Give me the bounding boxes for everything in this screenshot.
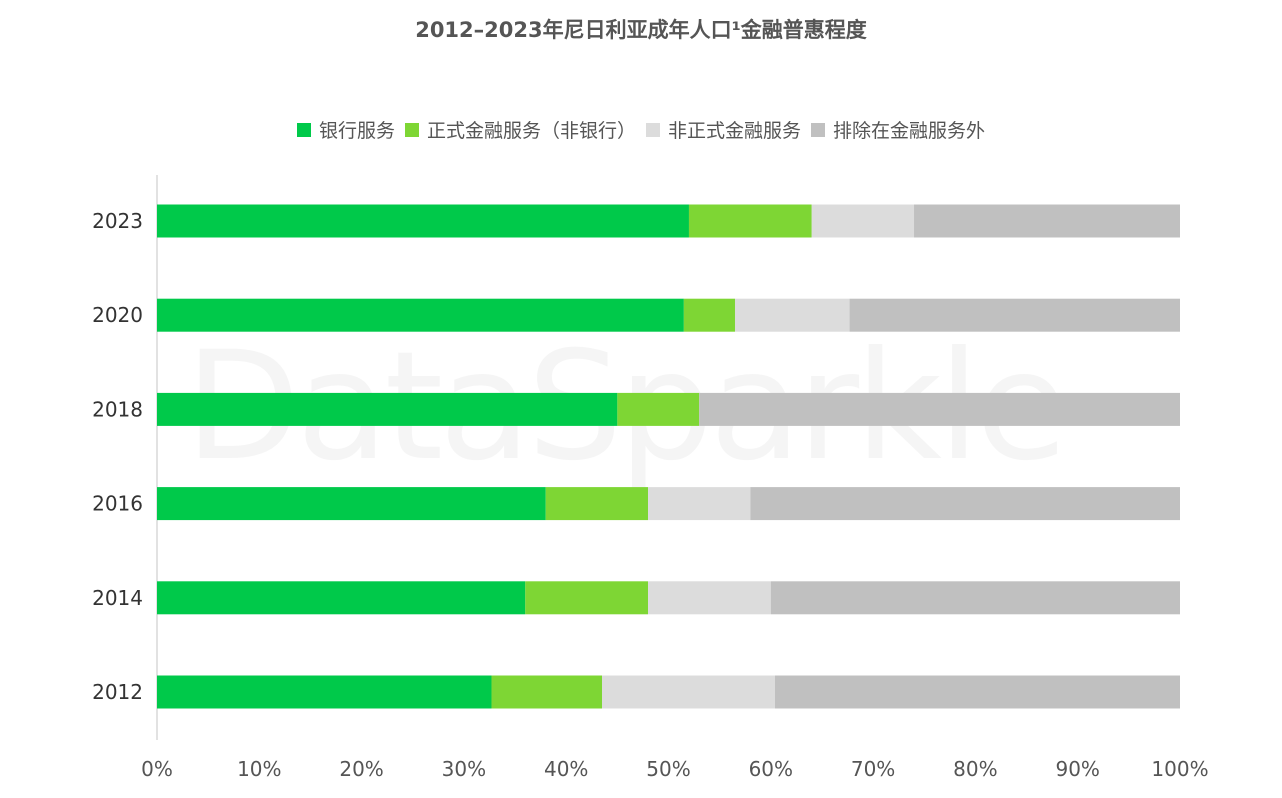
x-tick-label-0: 0% (141, 757, 173, 781)
bar-segment-2023-series-1 (688, 204, 812, 238)
bar-segment-2020-series-2 (734, 298, 850, 332)
bar-segment-2020-series-3 (849, 298, 1180, 332)
x-tick-label-10: 100% (1151, 757, 1208, 781)
bar-segment-2023-series-2 (811, 204, 915, 238)
bar-segment-2014-series-0 (157, 581, 526, 615)
x-tick-label-5: 50% (646, 757, 690, 781)
bar-segment-2012-series-3 (774, 675, 1180, 709)
bar-segment-2012-series-0 (157, 675, 492, 709)
x-tick-label-6: 60% (749, 757, 793, 781)
legend-label-bank: 银行服务 (318, 120, 395, 142)
legend-label-excluded: 排除在金融服务外 (833, 120, 986, 142)
bar-segment-2020-series-1 (683, 298, 735, 332)
bar-segment-2016-series-0 (157, 487, 546, 521)
bar-segment-2014-series-2 (648, 581, 771, 615)
legend-item-bank: 银行服务 (296, 116, 395, 143)
legend-label-informal: 非正式金融服务 (668, 120, 802, 142)
x-tick-label-9: 90% (1055, 757, 1099, 781)
x-tick-label-3: 30% (442, 757, 486, 781)
legend-swatch-bank (296, 122, 311, 137)
legend-swatch-informal (646, 122, 660, 137)
y-tick-label-2020: 2020 (92, 303, 143, 327)
legend-item-excluded: 排除在金融服务外 (811, 116, 985, 143)
x-tick-label-4: 40% (544, 757, 588, 781)
legend-swatch-formal-nonbank (404, 122, 419, 137)
bar-segment-2012-series-1 (491, 675, 603, 709)
chart-title: 2012–2023年尼日利亚成年人口¹金融普惠程度 (415, 18, 867, 42)
bar-segment-2020-series-0 (157, 298, 684, 332)
y-tick-label-2018: 2018 (92, 397, 143, 421)
legend-item-formal-nonbank: 正式金融服务（非银行） (404, 116, 636, 143)
bar-segment-2014-series-1 (525, 581, 649, 615)
bar-segment-2023-series-0 (157, 204, 689, 238)
x-tick-label-7: 70% (851, 757, 895, 781)
bar-segment-2018-series-3 (699, 392, 1180, 426)
y-tick-label-2016: 2016 (92, 492, 143, 516)
x-tick-label-1: 10% (237, 757, 281, 781)
bar-segment-2016-series-1 (545, 487, 649, 521)
y-tick-label-2014: 2014 (92, 586, 143, 610)
y-tick-label-2023: 2023 (92, 209, 143, 233)
legend-swatch-excluded (811, 122, 826, 137)
x-tick-label-2: 20% (339, 757, 383, 781)
bar-segment-2018-series-0 (157, 392, 618, 426)
bar-segment-2023-series-3 (914, 204, 1180, 238)
bar-segment-2018-series-1 (617, 392, 700, 426)
legend: 银行服务 正式金融服务（非银行） 非正式金融服务 排除在金融服务外 (0, 116, 1282, 143)
y-tick-label-2012: 2012 (92, 680, 143, 704)
legend-item-informal: 非正式金融服务 (646, 116, 801, 143)
bar-segment-2016-series-2 (648, 487, 751, 521)
bar-segment-2012-series-2 (602, 675, 775, 709)
x-tick-label-8: 80% (953, 757, 997, 781)
legend-label-formal-nonbank: 正式金融服务（非银行） (426, 120, 636, 142)
bar-segment-2014-series-3 (770, 581, 1180, 615)
bar-segment-2016-series-3 (750, 487, 1180, 521)
